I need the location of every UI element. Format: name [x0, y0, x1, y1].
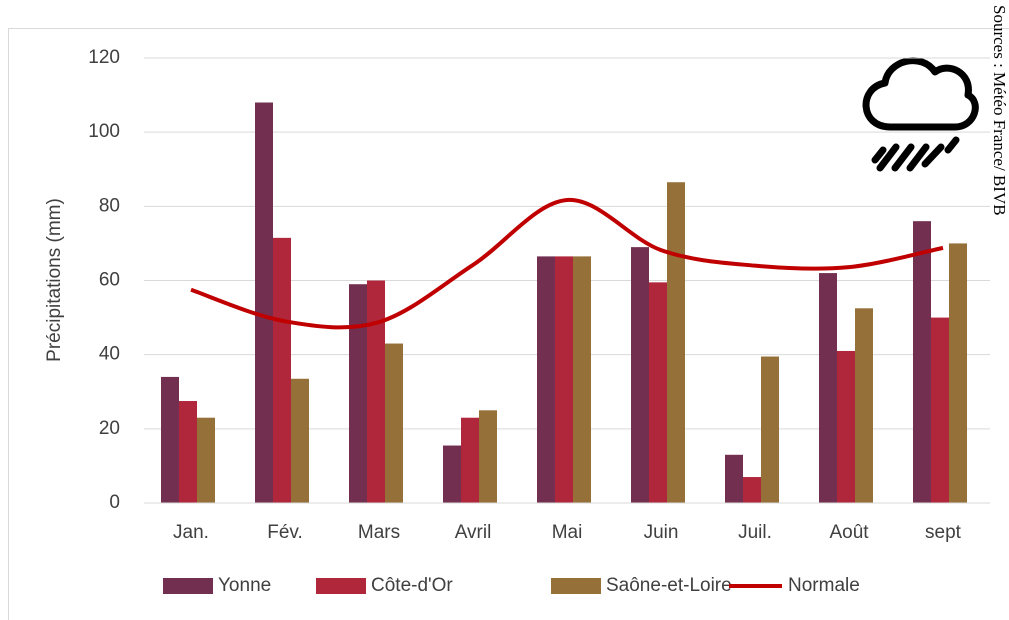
legend-label: Normale: [788, 575, 860, 596]
rain-icon: [862, 57, 979, 172]
bar: [819, 273, 837, 503]
x-tick-label: sept: [925, 522, 962, 543]
bar: [179, 401, 197, 503]
bar: [949, 243, 967, 503]
bar: [649, 282, 667, 503]
x-tick-label: Avril: [455, 522, 492, 543]
bar: [197, 417, 215, 503]
bar: [931, 317, 949, 503]
bar: [161, 376, 179, 503]
bar: [743, 477, 761, 503]
legend-label: Yonne: [218, 575, 271, 596]
bar: [479, 410, 497, 503]
bar: [667, 182, 685, 503]
bar: [255, 102, 273, 503]
y-tick-label: 0: [109, 492, 120, 513]
x-tick-label: Juin: [644, 522, 679, 543]
bar: [273, 237, 291, 503]
legend-label: Côte-d'Or: [371, 575, 453, 596]
y-tick-label: 100: [88, 121, 120, 142]
y-tick-label: 20: [99, 418, 120, 439]
x-tick-label: Mars: [358, 522, 400, 543]
x-tick-label: Jan.: [173, 522, 209, 543]
x-tick-label: Fév.: [267, 522, 303, 543]
bar: [291, 378, 309, 503]
source-note: Sources : Météo France/ BIVB: [990, 5, 1009, 216]
bar: [761, 356, 779, 503]
legend-swatch: [316, 578, 366, 594]
y-tick-label: 120: [88, 47, 120, 68]
bar: [367, 280, 385, 503]
bar: [837, 350, 855, 503]
bar: [555, 256, 573, 503]
bar: [913, 221, 931, 503]
x-tick-label: Août: [829, 522, 869, 543]
bar: [349, 284, 367, 503]
bar: [573, 256, 591, 503]
y-tick-label: 60: [99, 270, 120, 291]
chart-border: [8, 28, 1009, 620]
bar: [725, 454, 743, 503]
bar: [631, 247, 649, 503]
bar: [855, 308, 873, 503]
line-series: [190, 198, 944, 330]
legend-label: Saône-et-Loire: [606, 575, 732, 596]
y-tick-label: 40: [99, 344, 120, 365]
bar: [385, 343, 403, 503]
x-tick-label: Mai: [552, 522, 583, 543]
bar: [443, 445, 461, 503]
legend-swatch: [163, 578, 213, 594]
y-axis-title: Précipitations (mm): [44, 198, 65, 362]
x-tick-label: Juil.: [738, 522, 772, 543]
bar: [537, 256, 555, 503]
bar: [461, 417, 479, 503]
legend-swatch: [551, 578, 601, 594]
y-tick-label: 80: [99, 195, 120, 216]
